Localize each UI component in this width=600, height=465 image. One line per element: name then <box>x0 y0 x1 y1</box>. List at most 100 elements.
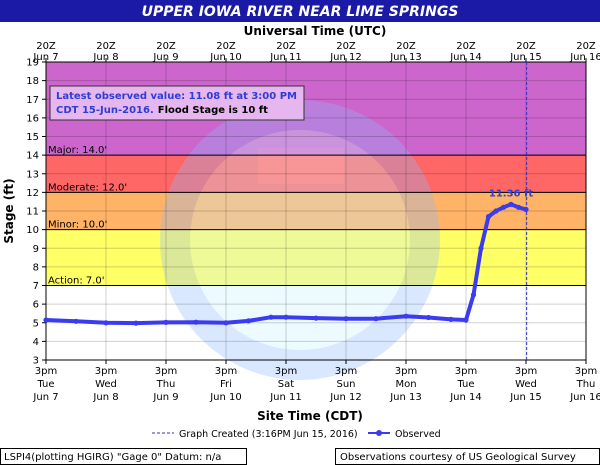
stage-label-major: Major: 14.0' <box>48 145 107 156</box>
x-bottom-tick-time: 3pm <box>155 366 177 377</box>
observed-point <box>448 316 454 322</box>
peak-value-label: 11.36 ft <box>489 188 533 199</box>
x-bottom-tick-day: Mon <box>395 379 416 390</box>
y-axis-ticks: 3 4 5 6 7 8 9 10 11 12 13 14 15 16 17 18 19 <box>26 58 46 367</box>
y-tick-label: 9 <box>33 244 39 255</box>
y-tick-label: 6 <box>33 300 39 311</box>
x-top-tick-time: 20Z <box>516 41 536 52</box>
observed-point <box>163 319 169 325</box>
x-top-tick-date: Jun 13 <box>389 52 422 63</box>
observed-point <box>283 314 289 320</box>
x-bottom-tick-date: Jun 14 <box>449 392 482 403</box>
observed-point <box>373 316 379 322</box>
legend-observed-label: Observed <box>395 429 441 440</box>
title-banner <box>0 0 600 22</box>
legend-observed-marker <box>376 430 382 436</box>
x-top-tick-time: 20Z <box>336 41 356 52</box>
x-bottom-tick-date: Jun 11 <box>269 392 302 403</box>
x-top-tick-time: 20Z <box>96 41 116 52</box>
observed-point <box>73 318 79 324</box>
y-tick-label: 11 <box>26 207 39 218</box>
x-top-tick-time: 20Z <box>156 41 176 52</box>
x-top-tick-date: Jun 12 <box>329 52 362 63</box>
x-bottom-tick-time: 3pm <box>275 366 297 377</box>
observed-point <box>43 317 49 323</box>
x-bottom-tick-time: 3pm <box>515 366 537 377</box>
x-bottom-tick-time: 3pm <box>575 366 597 377</box>
observed-point <box>223 320 229 326</box>
observed-point <box>470 292 477 298</box>
x-axis-title: Site Time (CDT) <box>257 409 363 423</box>
stage-label-minor: Minor: 10.0' <box>48 220 107 231</box>
y-tick-label: 4 <box>33 337 39 348</box>
observed-point <box>343 316 349 322</box>
x-top-tick-time: 20Z <box>396 41 416 52</box>
y-tick-label: 13 <box>26 169 39 180</box>
latest-value-date: CDT 15-Jun-2016. <box>56 105 154 116</box>
x-bottom-tick-date: Jun 9 <box>152 392 178 403</box>
legend-created-label: Graph Created (3:16PM Jun 15, 2016) <box>179 429 358 440</box>
x-top-tick-date: Jun 8 <box>92 52 118 63</box>
y-tick-label: 18 <box>26 76 39 87</box>
band-moderate <box>46 155 586 193</box>
observed-point <box>463 317 469 323</box>
x-top-tick-date: Jun 9 <box>152 52 178 63</box>
x-bottom-tick-time: 3pm <box>335 366 357 377</box>
x-bottom-tick-day: Wed <box>515 379 537 390</box>
observed-point <box>133 320 139 326</box>
noaa-logo-watermark <box>160 100 440 380</box>
x-bottom-tick-day: Sat <box>278 379 294 390</box>
observed-point <box>193 319 199 325</box>
legend: Graph Created (3:16PM Jun 15, 2016) Obse… <box>152 429 441 440</box>
band-action <box>46 229 586 286</box>
observed-point <box>313 315 319 321</box>
x-bottom-tick-time: 3pm <box>395 366 417 377</box>
y-tick-label: 5 <box>33 318 39 329</box>
x-bottom-tick-date: Jun 13 <box>389 392 422 403</box>
x-bottom-tick-date: Jun 12 <box>329 392 362 403</box>
observed-point <box>485 214 492 220</box>
x-top-tick-date: Jun 15 <box>509 52 542 63</box>
chart-title: UPPER IOWA RIVER NEAR LIME SPRINGS <box>142 4 459 20</box>
flood-category-bands <box>46 62 586 360</box>
x-top-tick-date: Jun 7 <box>32 52 58 63</box>
y-tick-label: 17 <box>26 95 39 106</box>
x-bottom-tick-date: Jun 15 <box>509 392 542 403</box>
stage-label-moderate: Moderate: 12.0' <box>48 182 127 193</box>
latest-value-line1: Latest observed value: 11.08 ft at 3:00 … <box>56 91 297 102</box>
observed-point <box>500 204 507 210</box>
y-axis-title: Stage (ft) <box>2 178 16 243</box>
observed-point <box>478 245 484 251</box>
x-top-tick-date: Jun 11 <box>269 52 302 63</box>
observed-point <box>493 208 499 214</box>
observed-point <box>245 318 252 324</box>
x-top-tick-time: 20Z <box>276 41 296 52</box>
x-bottom-tick-day: Thu <box>576 379 596 390</box>
x-bottom-tick-time: 3pm <box>455 366 477 377</box>
y-tick-label: 12 <box>26 188 39 199</box>
x-top-tick-time: 20Z <box>216 41 236 52</box>
y-tick-label: 10 <box>26 225 39 236</box>
observed-point <box>508 201 514 207</box>
observed-series <box>43 201 529 326</box>
latest-value-box <box>49 85 305 121</box>
observed-point <box>425 314 432 321</box>
x-top-tick-date: Jun 14 <box>449 52 482 63</box>
x-bottom-tick-day: Sun <box>336 379 355 390</box>
x-bottom-tick-day: Tue <box>36 379 54 390</box>
x-bottom-tick-time: 3pm <box>35 366 57 377</box>
top-axis-title: Universal Time (UTC) <box>244 24 387 38</box>
y-tick-label: 15 <box>26 132 39 143</box>
x-bottom-tick-day: Wed <box>95 379 117 390</box>
flood-stage-labels: Action: 7.0' Minor: 10.0' Moderate: 12.0' M… <box>48 145 127 286</box>
y-tick-label: 14 <box>26 151 39 162</box>
y-tick-label: 7 <box>33 281 39 292</box>
x-bottom-tick-day: Fri <box>220 379 232 390</box>
observed-point <box>103 320 109 326</box>
x-bottom-tick-date: Jun 10 <box>209 392 242 403</box>
observed-point <box>403 313 409 319</box>
x-bottom-tick-time: 3pm <box>95 366 117 377</box>
observed-point <box>268 314 274 320</box>
observed-point <box>515 204 522 210</box>
